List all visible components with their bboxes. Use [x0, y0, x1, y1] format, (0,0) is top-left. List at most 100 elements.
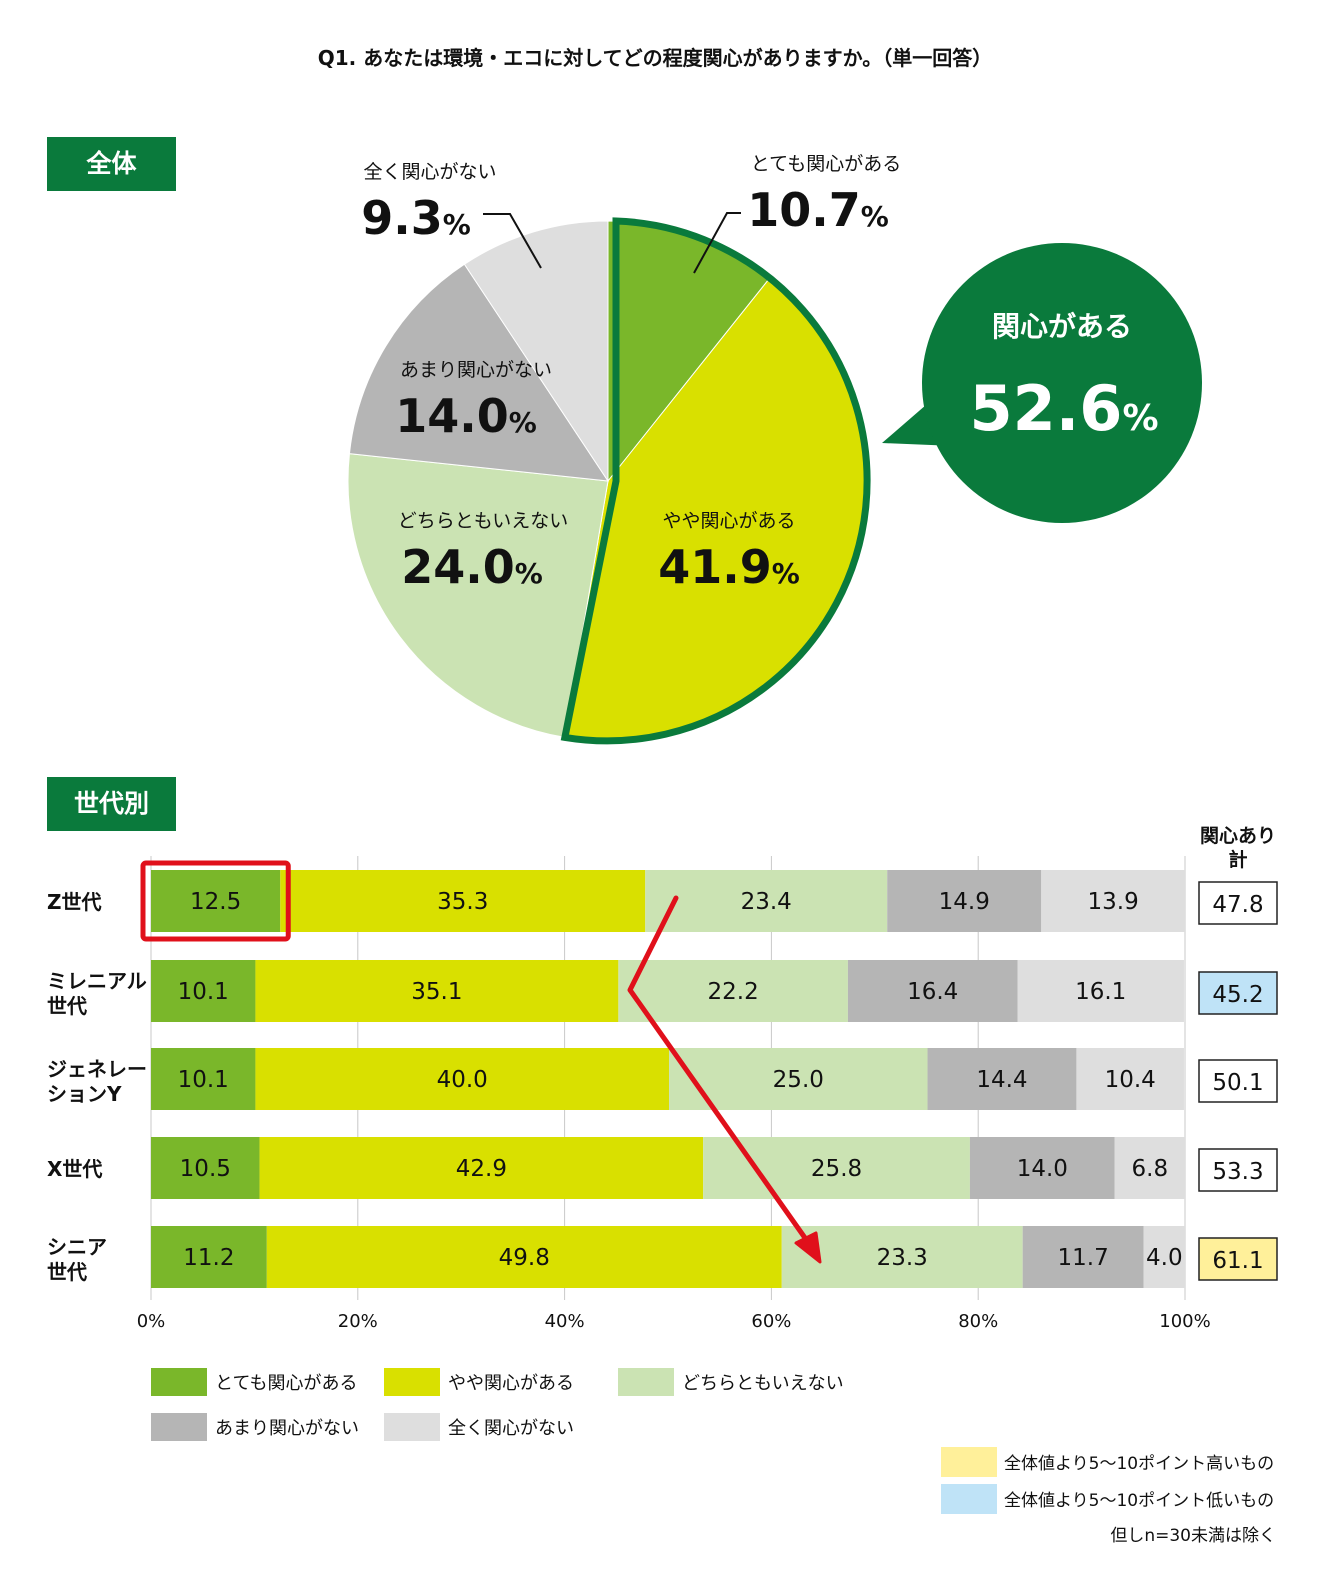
note-high: 全体値より5～10ポイント高いもの: [1004, 1454, 1274, 1474]
pie-value: 10.7%: [747, 183, 889, 237]
bar-value-label: 16.1: [1075, 979, 1126, 1005]
x-tick-label: 40%: [545, 1311, 585, 1332]
bar-segment: [1076, 1048, 1184, 1110]
bar-segment: [1017, 960, 1184, 1022]
bar-value-label: 25.8: [811, 1156, 862, 1182]
pie-value: 9.3%: [361, 191, 471, 245]
bar-value-label: 11.7: [1058, 1245, 1109, 1271]
category-label: 世代: [47, 1260, 87, 1284]
bar-segment: [1022, 1226, 1144, 1288]
x-tick-label: 0%: [137, 1311, 166, 1332]
bar-segment: [618, 960, 848, 1022]
pie-label: あまり関心がない: [400, 359, 552, 381]
pie-label: とても関心がある: [751, 153, 901, 175]
bar-segment: [887, 870, 1042, 932]
bar-value-label: 10.1: [178, 979, 229, 1005]
bar-segment: [645, 870, 888, 932]
legend-label: 全く関心がない: [448, 1418, 574, 1439]
bar-segment: [266, 1226, 782, 1288]
bar-segment: [259, 1137, 704, 1199]
legend-label: どちらともいえない: [682, 1373, 844, 1394]
bar-segment: [703, 1137, 970, 1199]
pie-slice: [463, 220, 609, 483]
bar-segment: [151, 1048, 256, 1110]
bar-value-label: 10.4: [1105, 1067, 1156, 1093]
pie-value: 41.9%: [658, 540, 800, 594]
total-value: 47.8: [1212, 892, 1263, 918]
total-value: 61.1: [1212, 1248, 1263, 1274]
trend-arrow-line: [627, 895, 813, 1248]
legend-swatch: [384, 1413, 440, 1441]
category-label: ジェネレー: [47, 1057, 147, 1081]
bar-value-label: 22.2: [708, 979, 759, 1005]
leader-line: [693, 212, 741, 274]
pie-label: どちらともいえない: [398, 510, 569, 532]
bar-value-label: 35.3: [437, 889, 488, 915]
bar-segment: [969, 1137, 1115, 1199]
total-box: [1198, 971, 1278, 1015]
pie-value: 24.0%: [401, 540, 543, 594]
section-tag-generation: 世代別: [47, 777, 176, 831]
trend-arrow-head: [794, 1231, 822, 1264]
bar-segment: [151, 1226, 267, 1288]
legend-label: やや関心がある: [448, 1373, 574, 1394]
bar-value-label: 49.8: [499, 1245, 550, 1271]
pie-interested-outline: [560, 217, 871, 745]
legend-swatch: [618, 1368, 674, 1396]
bar-value-label: 14.0: [1017, 1156, 1068, 1182]
bar-value-label: 10.1: [178, 1067, 229, 1093]
note-swatch-high: [941, 1447, 997, 1477]
callout-bubble: [922, 243, 1202, 523]
total-value: 45.2: [1212, 982, 1263, 1008]
category-label: ミレニアル: [47, 969, 147, 993]
bar-segment: [1114, 1137, 1185, 1199]
bar-value-label: 11.2: [183, 1245, 234, 1271]
bar-value-label: 13.9: [1088, 889, 1139, 915]
note-swatch-low: [941, 1484, 997, 1514]
total-box: [1198, 1237, 1278, 1281]
category-label: X世代: [47, 1157, 102, 1181]
legend-label: あまり関心がない: [215, 1418, 359, 1439]
note-low: 全体値より5～10ポイント低いもの: [1004, 1491, 1274, 1511]
total-header: 計: [1228, 848, 1247, 871]
total-box: [1198, 1059, 1278, 1103]
bar-value-label: 14.9: [939, 889, 990, 915]
total-header: 関心あり: [1200, 825, 1276, 847]
total-box: [1198, 1148, 1278, 1192]
category-label: 世代: [47, 994, 87, 1018]
pie-value: 14.0%: [395, 389, 537, 443]
legend-label: とても関心がある: [215, 1373, 358, 1394]
total-box: [1198, 881, 1278, 925]
highlight-box: [140, 860, 291, 942]
legend-swatch: [151, 1368, 207, 1396]
bar-segment: [280, 870, 646, 932]
bar-value-label: 25.0: [773, 1067, 824, 1093]
pie-slice: [348, 263, 610, 482]
leader-line: [483, 213, 542, 269]
bar-segment: [927, 1048, 1077, 1110]
legend-swatch: [151, 1413, 207, 1441]
callout-value: 52.6%: [969, 372, 1158, 445]
bar-segment: [781, 1226, 1023, 1288]
bar-segment: [1041, 870, 1185, 932]
bar-value-label: 14.4: [976, 1067, 1027, 1093]
bar-value-label: 23.3: [877, 1245, 928, 1271]
x-tick-label: 100%: [1159, 1311, 1210, 1332]
section-tag-overall: 全体: [47, 137, 176, 191]
bar-segment: [151, 960, 256, 1022]
bar-segment: [255, 960, 619, 1022]
total-value: 53.3: [1212, 1159, 1263, 1185]
callout-label: 関心がある: [992, 310, 1132, 343]
pie-label: やや関心がある: [662, 510, 795, 532]
bar-segment: [847, 960, 1018, 1022]
bar-segment: [151, 870, 281, 932]
x-tick-label: 60%: [751, 1311, 791, 1332]
bar-segment: [151, 1137, 260, 1199]
category-label: ションY: [47, 1082, 122, 1106]
bar-value-label: 16.4: [907, 979, 958, 1005]
pie-slice: [347, 453, 609, 738]
category-label: シニア: [47, 1235, 107, 1259]
category-label: Z世代: [47, 890, 102, 914]
bar-value-label: 4.0: [1146, 1245, 1183, 1271]
